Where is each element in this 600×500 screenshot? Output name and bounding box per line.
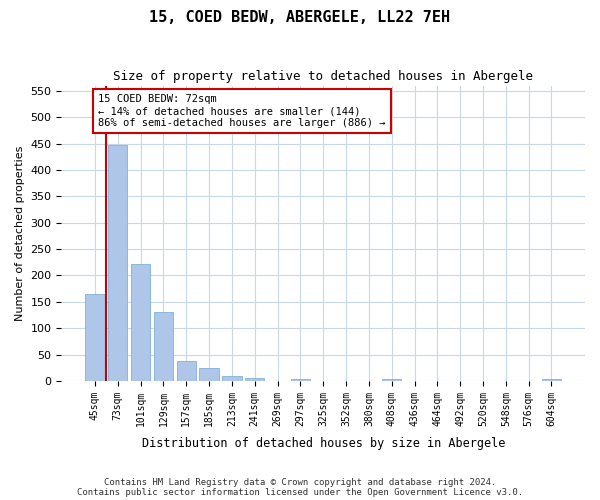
Bar bbox=[199, 368, 219, 381]
Bar bbox=[108, 145, 127, 381]
X-axis label: Distribution of detached houses by size in Abergele: Distribution of detached houses by size … bbox=[142, 437, 505, 450]
Bar bbox=[245, 378, 265, 381]
Bar bbox=[131, 264, 150, 381]
Bar bbox=[542, 379, 561, 381]
Title: Size of property relative to detached houses in Abergele: Size of property relative to detached ho… bbox=[113, 70, 533, 83]
Bar bbox=[154, 312, 173, 381]
Bar bbox=[382, 379, 401, 381]
Text: 15, COED BEDW, ABERGELE, LL22 7EH: 15, COED BEDW, ABERGELE, LL22 7EH bbox=[149, 10, 451, 25]
Bar bbox=[85, 294, 104, 381]
Bar bbox=[290, 379, 310, 381]
Bar bbox=[176, 362, 196, 381]
Bar bbox=[222, 376, 242, 381]
Text: Contains HM Land Registry data © Crown copyright and database right 2024.
Contai: Contains HM Land Registry data © Crown c… bbox=[77, 478, 523, 497]
Y-axis label: Number of detached properties: Number of detached properties bbox=[15, 146, 25, 321]
Text: 15 COED BEDW: 72sqm
← 14% of detached houses are smaller (144)
86% of semi-detac: 15 COED BEDW: 72sqm ← 14% of detached ho… bbox=[98, 94, 386, 128]
